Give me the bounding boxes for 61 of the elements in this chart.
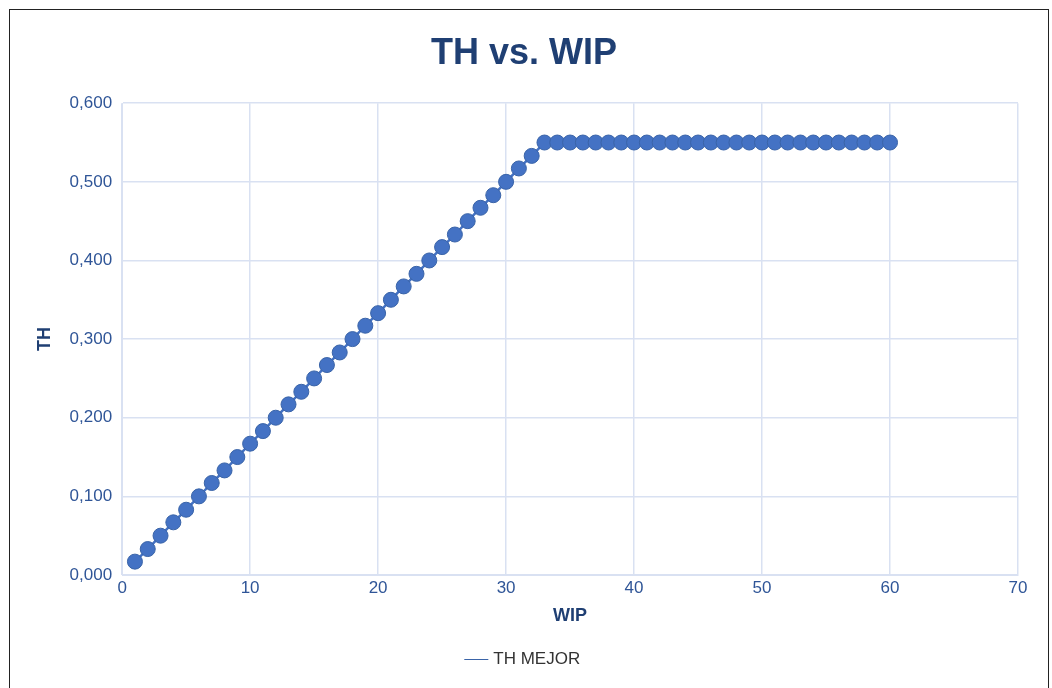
point [229, 449, 246, 466]
point [638, 134, 655, 151]
point [203, 475, 220, 491]
x-tick-label: 30 [496, 577, 516, 597]
point [242, 435, 259, 452]
legend-label: TH MEJOR [493, 649, 581, 669]
y-axis-title: TH [33, 327, 54, 352]
point [254, 423, 271, 440]
point [216, 462, 233, 479]
y-tick-label: 0,500 [69, 171, 113, 191]
point [382, 291, 399, 308]
point [165, 514, 182, 531]
y-tick-label: 0,600 [69, 92, 113, 112]
point [178, 501, 195, 518]
point [715, 134, 732, 151]
y-tick-label: 0,200 [69, 407, 113, 427]
point [395, 278, 412, 295]
point [830, 134, 847, 151]
x-tick-label: 60 [880, 577, 900, 597]
x-tick-label: 50 [752, 577, 772, 597]
point [574, 134, 591, 151]
point [651, 134, 668, 151]
point [523, 147, 540, 164]
point [152, 527, 169, 544]
point [280, 396, 297, 413]
chart-title: TH vs. WIP [430, 30, 618, 72]
point [344, 331, 361, 348]
point [485, 187, 502, 204]
point [459, 213, 476, 230]
point [882, 134, 899, 151]
point [190, 488, 207, 505]
point [766, 134, 783, 151]
point [126, 553, 143, 570]
x-tick-label: 20 [368, 577, 388, 597]
point [498, 173, 515, 190]
x-tick-label: 0 [117, 577, 127, 597]
point [408, 265, 425, 282]
point [510, 160, 527, 177]
y-tick-label: 0,000 [69, 564, 113, 584]
point [434, 239, 451, 256]
y-tick-label: 0,100 [69, 486, 113, 506]
point [370, 305, 387, 322]
point [318, 357, 335, 374]
point [306, 370, 323, 387]
point [331, 344, 348, 361]
point [139, 541, 156, 558]
y-tick-label: 0,300 [69, 328, 113, 348]
point [843, 134, 860, 151]
point [357, 317, 374, 334]
x-axis-title: WIP [553, 605, 588, 626]
point [267, 409, 284, 426]
point [702, 134, 719, 151]
point [293, 383, 310, 400]
x-tick-label: 10 [240, 577, 260, 597]
x-tick-label: 70 [1008, 577, 1028, 597]
point [446, 226, 463, 243]
x-tick-label: 40 [624, 577, 644, 597]
y-tick-label: 0,400 [69, 250, 113, 270]
point [779, 134, 796, 151]
point [421, 252, 438, 269]
point [472, 199, 489, 216]
